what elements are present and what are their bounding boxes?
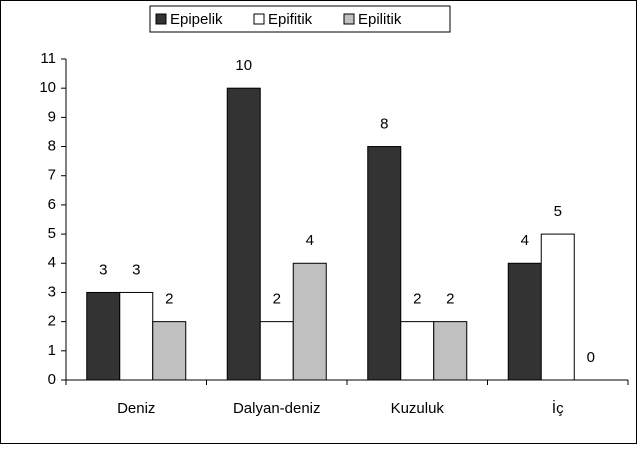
bar bbox=[433, 321, 468, 381]
x-tick-label: İç bbox=[552, 399, 564, 417]
bar bbox=[367, 146, 402, 381]
data-label: 2 bbox=[446, 291, 454, 308]
y-tick-label: 7 bbox=[48, 167, 56, 184]
y-tick-label: 6 bbox=[48, 196, 56, 213]
legend-label: Epipelik bbox=[170, 11, 223, 28]
legend-swatch bbox=[155, 13, 167, 25]
y-tick-label: 9 bbox=[48, 108, 56, 125]
bar bbox=[86, 291, 121, 381]
x-tick-label: Deniz bbox=[117, 400, 155, 417]
y-tick-label: 10 bbox=[39, 79, 56, 96]
bar bbox=[119, 291, 154, 381]
data-label: 8 bbox=[380, 116, 388, 133]
y-tick-label: 5 bbox=[48, 225, 56, 242]
bar bbox=[226, 87, 261, 381]
data-label: 4 bbox=[521, 232, 529, 249]
data-label: 10 bbox=[235, 57, 252, 74]
y-tick-label: 2 bbox=[48, 313, 56, 330]
data-label: 5 bbox=[554, 203, 562, 220]
y-tick-label: 1 bbox=[48, 342, 56, 359]
data-label: 2 bbox=[165, 291, 173, 308]
legend-label: Epilitik bbox=[358, 11, 402, 28]
bar bbox=[540, 233, 575, 381]
data-label: 4 bbox=[306, 232, 314, 249]
data-label: 3 bbox=[132, 261, 140, 278]
bar bbox=[292, 262, 327, 381]
x-tick-label: Kuzuluk bbox=[391, 400, 445, 417]
bar bbox=[259, 321, 294, 381]
legend-swatch bbox=[343, 13, 355, 25]
legend-label: Epifitik bbox=[268, 11, 313, 28]
y-tick-label: 4 bbox=[48, 254, 56, 271]
y-tick-label: 0 bbox=[48, 371, 56, 388]
y-tick-label: 3 bbox=[48, 283, 56, 300]
y-tick-label: 11 bbox=[40, 50, 56, 67]
legend-box bbox=[149, 5, 451, 33]
data-label: 0 bbox=[587, 349, 595, 366]
legend-swatch bbox=[253, 13, 265, 25]
bar bbox=[152, 321, 187, 381]
bar bbox=[507, 262, 542, 381]
data-label: 3 bbox=[99, 261, 107, 278]
y-tick-label: 8 bbox=[48, 138, 56, 155]
data-label: 2 bbox=[413, 291, 421, 308]
data-label: 2 bbox=[273, 291, 281, 308]
x-tick-label: Dalyan-deniz bbox=[233, 400, 321, 417]
bar bbox=[400, 321, 435, 381]
